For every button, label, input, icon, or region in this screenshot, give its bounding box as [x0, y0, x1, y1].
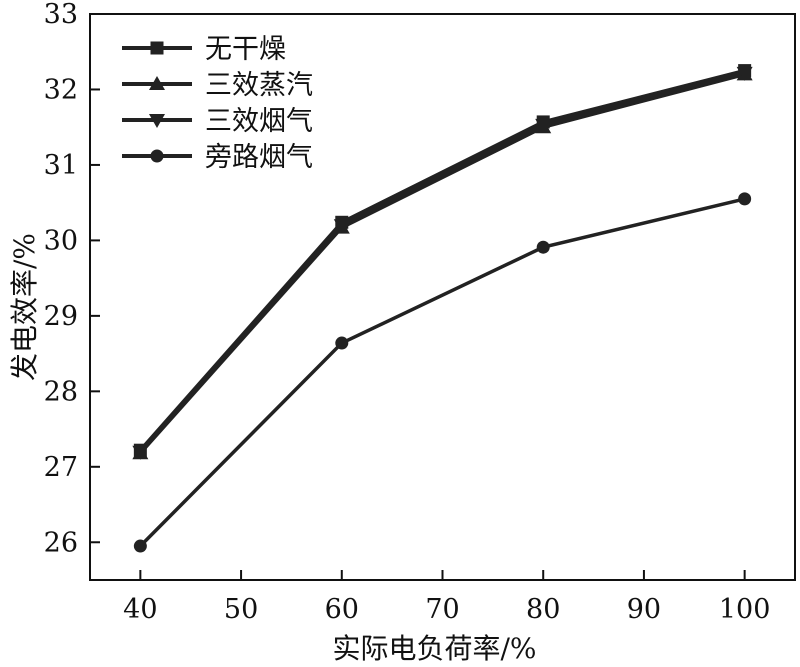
series-layer: [132, 64, 753, 553]
legend-item: 三效烟气: [122, 106, 313, 137]
x-tick-label: 60: [325, 594, 359, 625]
data-point: [738, 192, 752, 206]
legend-item: 旁路烟气: [122, 142, 313, 173]
x-axis-title: 实际电负荷率/%: [332, 632, 536, 665]
x-tick-label: 80: [526, 594, 560, 625]
y-tick-label: 29: [44, 301, 78, 332]
legend-marker: [149, 114, 165, 128]
legend-marker: [150, 149, 164, 163]
y-axis-title: 发电效率/%: [8, 233, 41, 381]
legend-label: 三效烟气: [205, 106, 313, 137]
data-point: [132, 445, 149, 460]
series-line: [139, 197, 746, 548]
legend-label: 旁路烟气: [205, 142, 313, 173]
data-point: [736, 66, 753, 81]
legend-label: 三效蒸汽: [205, 70, 313, 101]
x-tick-label: 40: [123, 594, 157, 625]
legend-item: 三效蒸汽: [122, 70, 313, 101]
legend-marker: [149, 76, 165, 90]
legend-label: 无干燥: [205, 34, 286, 65]
x-tick-label: 90: [627, 594, 661, 625]
x-tick-label: 70: [425, 594, 459, 625]
data-point: [536, 240, 550, 254]
data-point: [535, 118, 552, 133]
data-point: [133, 539, 147, 553]
series-line: [139, 71, 746, 453]
y-tick-label: 26: [44, 527, 78, 558]
data-point: [333, 219, 350, 234]
y-tick-label: 32: [44, 74, 78, 105]
data-point: [335, 336, 349, 350]
y-tick-label: 31: [44, 150, 78, 181]
series-3: [132, 66, 753, 460]
legend-item: 无干燥: [122, 34, 286, 65]
y-tick-label: 33: [44, 0, 78, 30]
x-axis: 40 50 60 70 80 90 100: [123, 570, 770, 625]
x-tick-label: 50: [224, 594, 258, 625]
y-tick-label: 27: [44, 452, 78, 483]
legend-marker: [150, 41, 164, 55]
y-tick-label: 30: [44, 225, 78, 256]
series-4: [133, 192, 752, 553]
y-axis: 26 27 28 29 30 31 32 33: [44, 0, 100, 558]
x-tick-label: 100: [719, 594, 771, 625]
y-tick-label: 28: [44, 376, 78, 407]
